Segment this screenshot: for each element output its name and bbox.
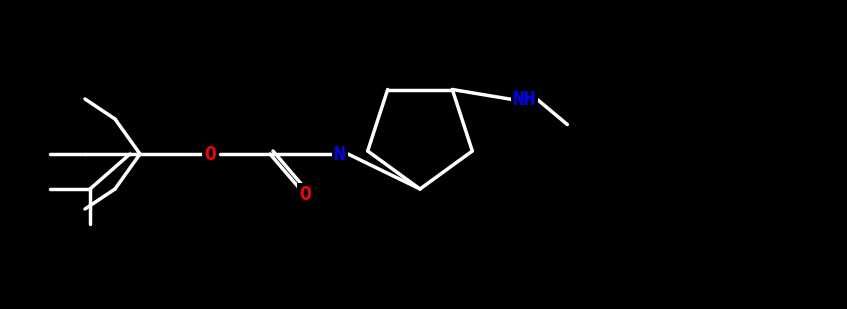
Text: O: O (204, 145, 216, 163)
Text: O: O (299, 184, 311, 204)
Text: NH: NH (512, 90, 536, 109)
Text: N: N (334, 145, 346, 163)
